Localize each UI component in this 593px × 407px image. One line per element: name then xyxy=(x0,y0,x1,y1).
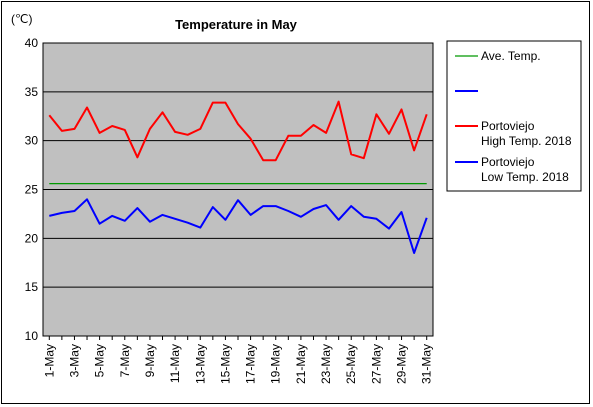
y-tick-label: 25 xyxy=(25,183,39,197)
y-tick-label: 30 xyxy=(25,134,39,148)
series-line xyxy=(48,100,428,162)
x-tick-label: 13-May xyxy=(193,344,207,384)
legend: Ave. Temp. Portoviejo High Temp. 2018 Porto… xyxy=(455,49,572,184)
legend-label: Ave. Temp. xyxy=(481,49,541,63)
x-tick-label: 31-May xyxy=(420,344,434,384)
x-tick-label: 21-May xyxy=(294,344,308,384)
x-tick-labels: 1-May 3-May 5-May 7-May 9-May 11-May 13-May 15-… xyxy=(42,336,434,384)
y-tick-label: 40 xyxy=(25,36,39,50)
x-tick-label: 23-May xyxy=(319,344,333,384)
x-tick-label: 11-May xyxy=(168,344,182,383)
x-tick-label: 5-May xyxy=(93,344,107,377)
x-tick-label: 3-May xyxy=(67,344,81,377)
y-tick-label: 20 xyxy=(25,231,39,245)
x-tick-label: 27-May xyxy=(369,344,383,384)
legend-label: Portoviejo High Temp. 2018 xyxy=(481,119,572,148)
x-tick-label: 17-May xyxy=(244,344,258,384)
unit-label: (℃) xyxy=(11,12,32,26)
series-lines xyxy=(48,100,428,254)
x-tick-label: 7-May xyxy=(118,344,132,377)
legend-box xyxy=(446,40,582,192)
y-tick-label: 35 xyxy=(25,85,39,99)
x-tick-label: 29-May xyxy=(395,344,409,384)
legend-label: Portoviejo Low Temp. 2018 xyxy=(481,155,569,184)
x-tick-label: 19-May xyxy=(269,344,283,384)
y-tick-label: 15 xyxy=(25,280,39,294)
x-tick-label: 1-May xyxy=(42,344,56,377)
y-tick-labels: 10 15 20 25 30 35 40 xyxy=(25,36,39,343)
x-tick-label: 9-May xyxy=(143,344,157,377)
x-tick-label: 15-May xyxy=(218,344,232,384)
y-tick-label: 10 xyxy=(25,329,39,343)
x-tick-label: 25-May xyxy=(344,344,358,384)
series-line xyxy=(49,198,428,254)
chart-title: Temperature in May xyxy=(175,17,298,32)
